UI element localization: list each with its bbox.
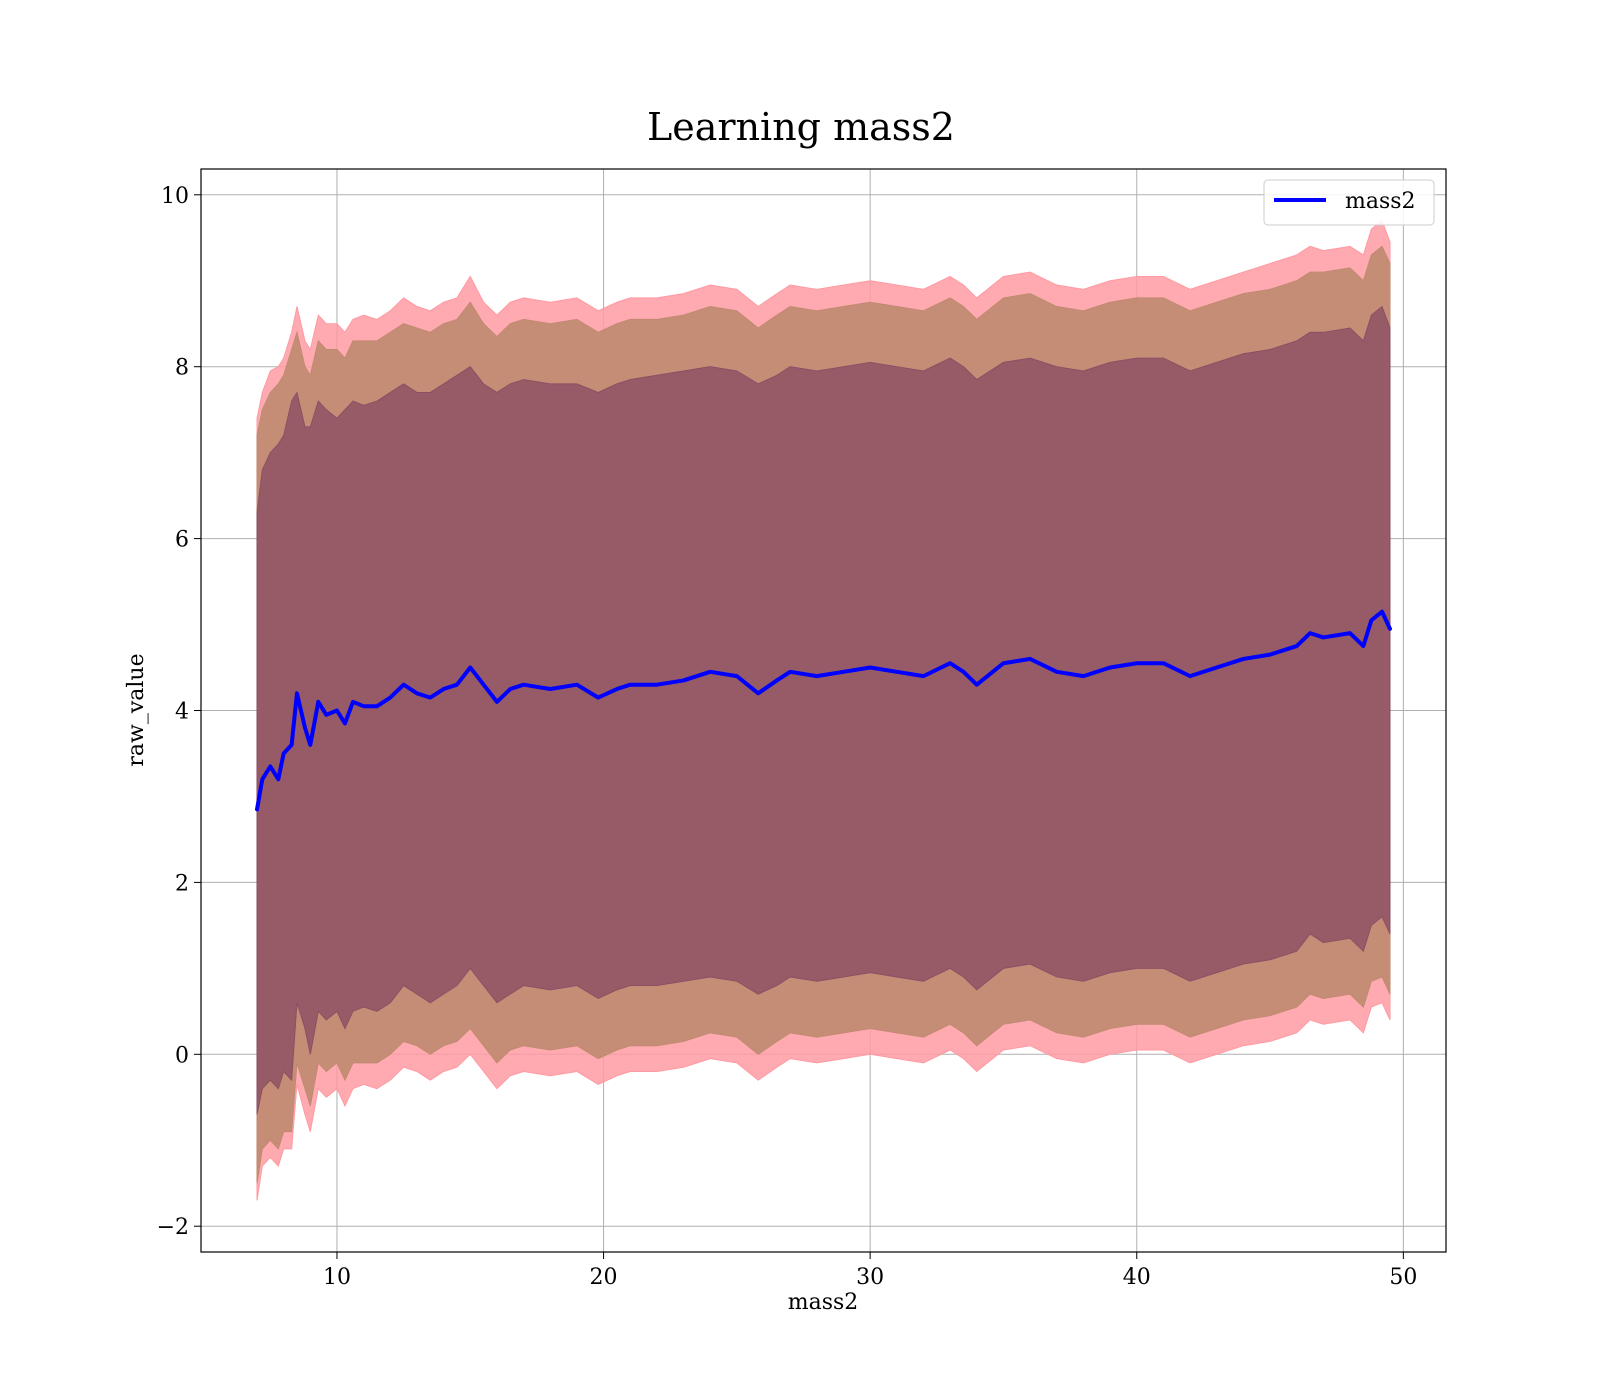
legend-label-mass2: mass2 — [1345, 189, 1416, 214]
y-tick-label: 6 — [175, 528, 189, 553]
x-tick-label: 20 — [590, 1265, 618, 1290]
y-tick-label: 4 — [175, 700, 189, 725]
y-tick-label: 0 — [175, 1043, 189, 1068]
y-axis-label: raw_value — [124, 653, 149, 766]
band-layer — [256, 219, 1391, 1201]
inner-band — [256, 305, 1391, 1115]
chart-title: Learning mass2 — [647, 105, 955, 149]
x-tick-label: 50 — [1389, 1265, 1417, 1290]
y-tick-label: 10 — [161, 184, 189, 209]
x-axis-label: mass2 — [788, 1290, 859, 1315]
y-tick-label: 8 — [175, 356, 189, 381]
y-tick-label: 2 — [175, 871, 189, 896]
series-line-mass2 — [254, 609, 1393, 812]
x-tick-label: 40 — [1123, 1265, 1151, 1290]
x-tick-label: 10 — [323, 1265, 351, 1290]
line-layer — [254, 609, 1393, 812]
tick-layer: 10 20 30 40 50 −2 0 2 4 6 8 10 — [157, 184, 1418, 1290]
legend-box — [1263, 179, 1435, 226]
y-tick-label: −2 — [157, 1215, 189, 1240]
legend: mass2 — [1263, 179, 1435, 226]
x-tick-label: 30 — [856, 1265, 884, 1290]
